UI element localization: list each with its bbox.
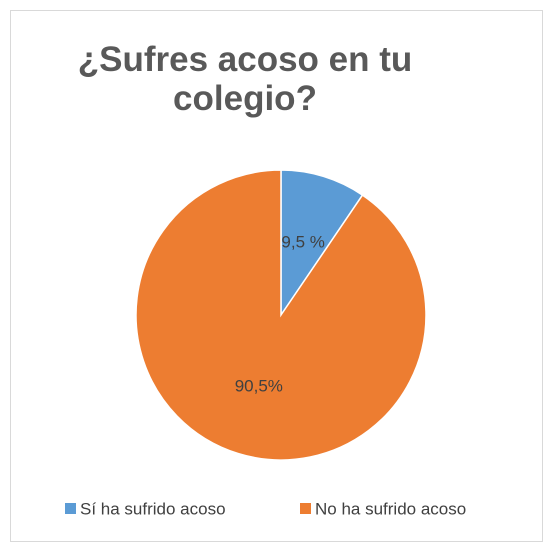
pie-slice: [135, 169, 427, 461]
legend-swatch: [65, 503, 76, 514]
chart-title: ¿Sufres acoso en tu colegio?: [77, 40, 413, 118]
legend-label: No ha sufrido acoso: [315, 499, 466, 518]
data-label: 90,5%: [235, 377, 283, 396]
legend-label: Sí ha sufrido acoso: [80, 499, 226, 518]
legend-swatch: [300, 503, 311, 514]
pie-slice: [280, 169, 364, 318]
data-label: 9,5 %: [281, 232, 324, 251]
